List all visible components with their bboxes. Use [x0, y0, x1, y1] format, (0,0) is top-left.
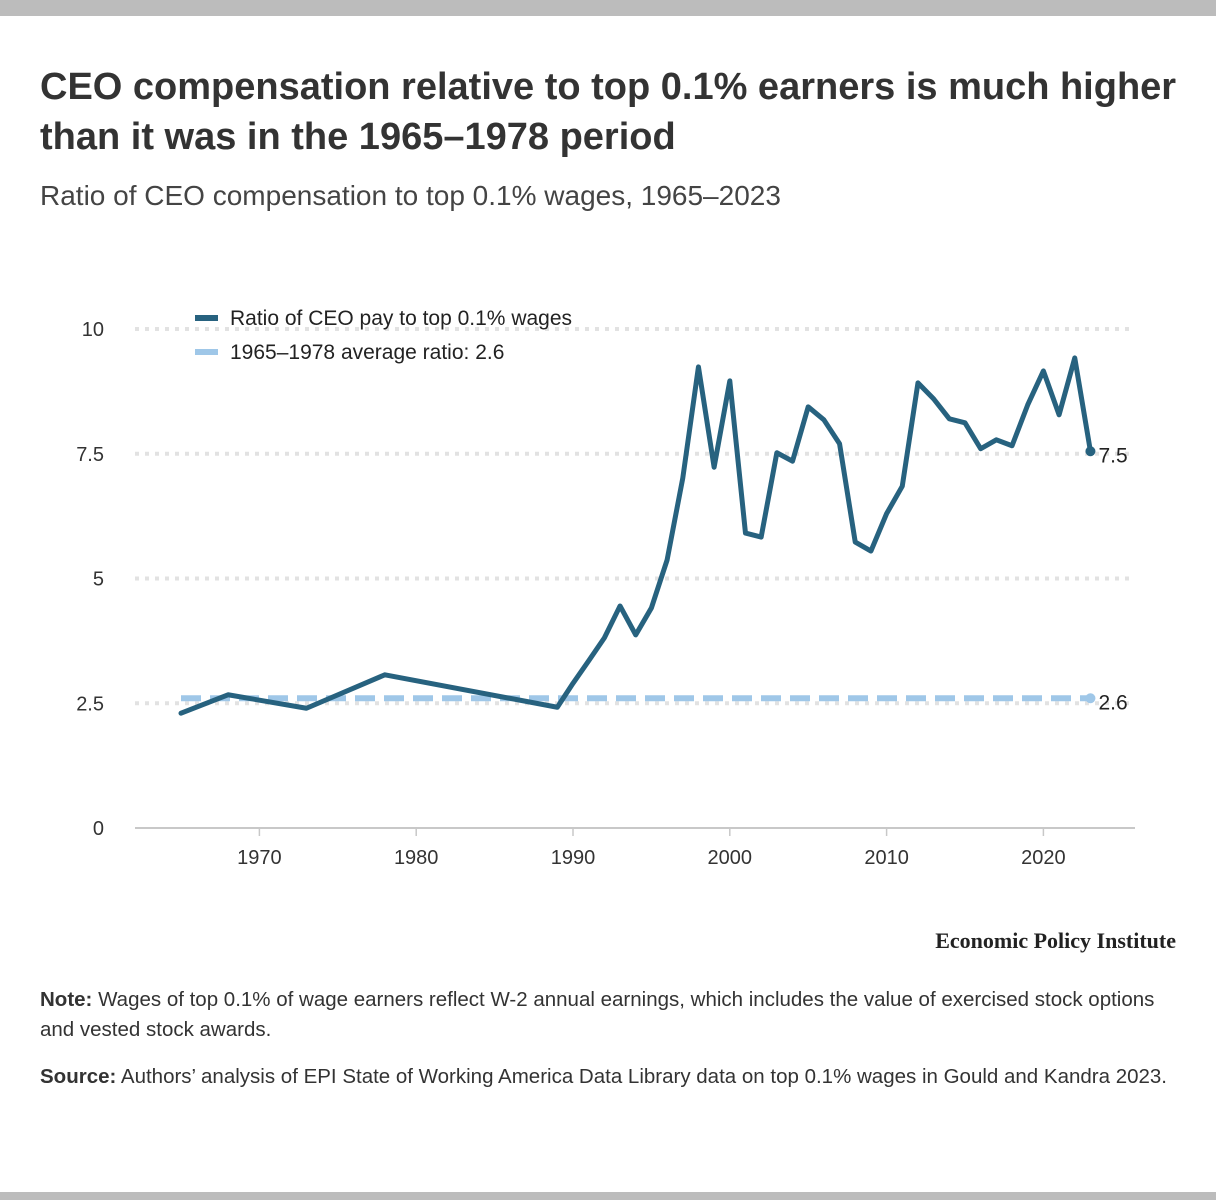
x-tick-label: 1970: [237, 847, 282, 869]
legend-label: Ratio of CEO pay to top 0.1% wages: [230, 307, 572, 330]
x-tick-label: 2010: [864, 847, 909, 869]
chart-title: CEO compensation relative to top 0.1% ea…: [40, 66, 1177, 158]
brand-logo: Economic Policy Institute: [935, 928, 1176, 953]
x-tick-label: 1990: [551, 847, 596, 869]
chart-source: Source: Authors’ analysis of EPI State o…: [40, 1062, 1170, 1092]
x-tick-label: 2020: [1021, 847, 1066, 869]
note-text: Wages of top 0.1% of wage earners reflec…: [40, 988, 1155, 1041]
note-label: Note:: [40, 988, 93, 1011]
chart-note: Note: Wages of top 0.1% of wage earners …: [40, 985, 1170, 1045]
source-text: Authors’ analysis of EPI State of Workin…: [116, 1065, 1167, 1088]
end-point-marker: [1085, 446, 1096, 457]
bottom-border: [0, 1192, 1216, 1200]
line-chart: 0 2.5 5 7.5 10 1970 1980 1990 2000 2010 2020 2.6 7.5…: [76, 307, 1135, 869]
top-border: [0, 0, 1216, 16]
legend-label: 1965–1978 average ratio: 2.6: [230, 341, 504, 364]
end-value-label: 7.5: [1098, 444, 1127, 467]
y-tick-label: 0: [93, 818, 104, 840]
y-tick-label: 2.5: [76, 693, 104, 715]
y-tick-label: 5: [93, 569, 104, 591]
end-point-marker: [1085, 693, 1096, 704]
chart-subtitle: Ratio of CEO compensation to top 0.1% wa…: [40, 180, 781, 211]
y-tick-label: 7.5: [76, 444, 104, 466]
end-value-label: 2.6: [1098, 691, 1127, 714]
x-tick-label: 2000: [708, 847, 753, 869]
x-tick-label: 1980: [394, 847, 439, 869]
ceo-ratio-line: [178, 355, 1093, 716]
source-label: Source:: [40, 1065, 117, 1088]
y-tick-label: 10: [82, 319, 104, 341]
